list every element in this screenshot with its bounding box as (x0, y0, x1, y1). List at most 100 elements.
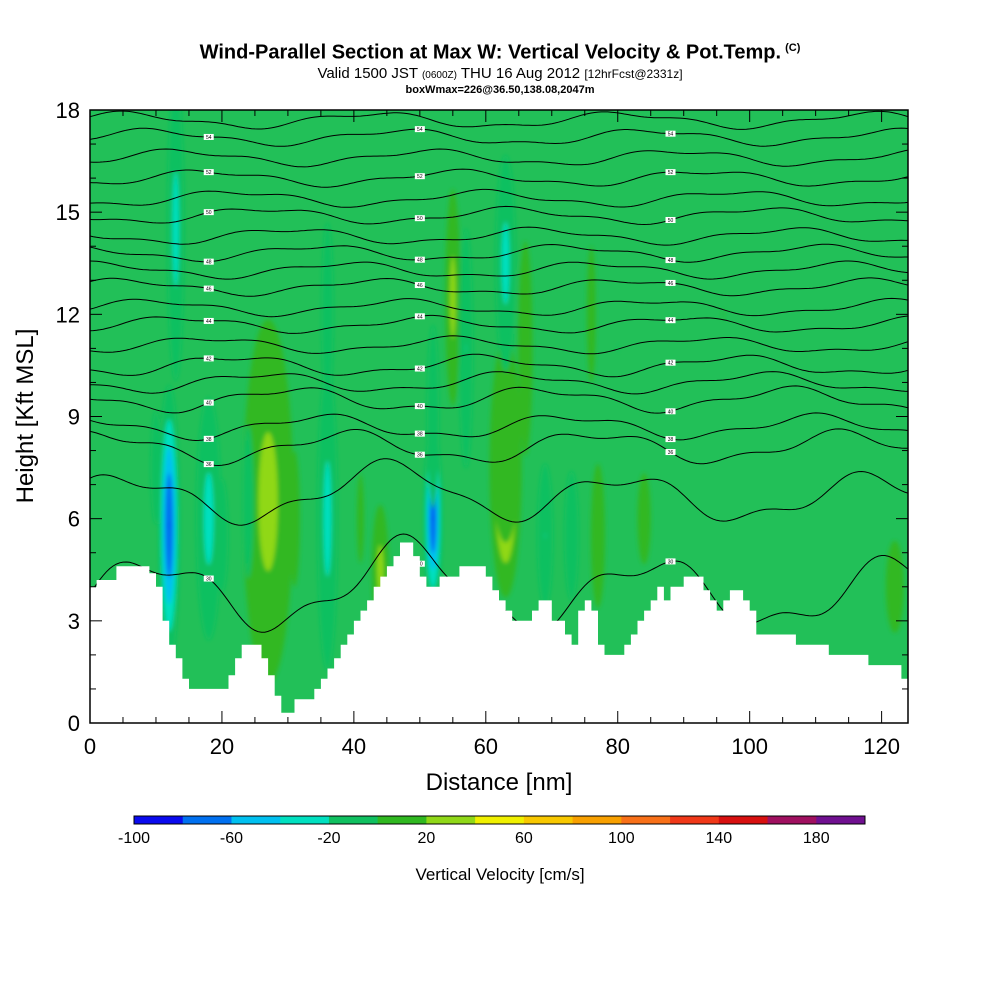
contour-label-bg (414, 282, 425, 289)
theta-contour (90, 205, 908, 226)
velocity-feature (586, 246, 596, 383)
contour-label: 50 (417, 216, 423, 222)
contour-label-bg (414, 365, 425, 372)
contour-label: 46 (668, 281, 674, 287)
colorbar-swatch (280, 816, 330, 824)
colorbar-swatch (816, 816, 866, 824)
contour-label-bg (203, 399, 214, 406)
contour-label-bg (414, 173, 425, 180)
contour-label-bg (665, 359, 676, 366)
contour-label: 40 (668, 409, 674, 415)
contour-label: 36 (206, 462, 212, 468)
contour-label: 30 (417, 562, 423, 568)
velocity-feature (537, 463, 553, 608)
velocity-feature (564, 470, 579, 601)
y-tick-label: 0 (68, 711, 80, 736)
velocity-feature (150, 410, 162, 525)
x-tick-label: 120 (863, 734, 900, 759)
velocity-feature (495, 154, 516, 372)
theta-contour (90, 428, 908, 467)
contour-label-bg (203, 317, 214, 324)
contour-label-bg (414, 430, 425, 437)
colorbar-tick-label: 20 (418, 830, 436, 847)
colorbar-tick-label: -60 (220, 830, 243, 847)
contour-label-bg (414, 313, 425, 320)
theta-contour (90, 148, 908, 168)
theta-contour (90, 314, 908, 334)
theta-contour (90, 110, 908, 130)
colorbar-swatch (718, 816, 769, 824)
theta-contour (90, 226, 908, 246)
velocity-feature (317, 366, 338, 671)
velocity-band (637, 473, 651, 565)
velocity-feature (518, 241, 533, 456)
contour-label: 52 (417, 174, 423, 180)
contour-label: 54 (417, 127, 423, 133)
title-block: Wind-Parallel Section at Max W: Vertical… (0, 36, 1000, 97)
theta-contours: 30 30 30 36 36 36 38 38 38 40 40 40 42 42 42 44 44 44 46 46… (90, 110, 908, 634)
velocity-feature (590, 463, 605, 608)
contour-label: 36 (668, 450, 674, 456)
colorbar-tick-label: 100 (608, 830, 635, 847)
colorbar-swatch (475, 816, 525, 824)
colorbar-swatch (767, 816, 817, 824)
contour-label-bg (203, 133, 214, 140)
contour-label-bg (665, 436, 676, 443)
contour-label-bg (203, 169, 214, 176)
terrain (90, 542, 908, 723)
x-tick-label: 20 (210, 734, 234, 759)
contour-label-bg (665, 317, 676, 324)
y-tick-label: 12 (56, 302, 80, 327)
contour-label: 42 (668, 361, 674, 367)
theta-contour (90, 277, 908, 297)
theta-contour (90, 297, 908, 318)
contour-label-bg (203, 258, 214, 265)
contour-label: 48 (417, 258, 423, 264)
velocity-band (150, 410, 162, 525)
theta-contour (90, 385, 908, 414)
x-tick-label: 100 (731, 734, 768, 759)
velocity-band (617, 343, 619, 354)
contour-label: 46 (417, 283, 423, 289)
velocity-band (323, 460, 332, 577)
contour-label: 38 (668, 437, 674, 443)
colorbar-swatch (377, 816, 427, 824)
contour-label: 44 (668, 318, 674, 324)
contour-label-bg (203, 285, 214, 292)
contour-label: 54 (206, 135, 212, 141)
chart-subtitle: Valid 1500 JST (0600Z) THU 16 Aug 2012 [… (0, 65, 1000, 84)
colorbar-tick-label: 60 (515, 830, 533, 847)
velocity-band (258, 432, 278, 572)
contour-label-bg (203, 435, 214, 442)
velocity-band (321, 222, 334, 407)
contour-label-bg (414, 256, 425, 263)
colorbar-tick-label: 140 (705, 830, 732, 847)
contour-label-bg (203, 575, 214, 582)
contour-label: 30 (668, 559, 674, 565)
velocity-band (590, 463, 605, 608)
velocity-band (168, 521, 170, 529)
velocity-band (203, 472, 214, 565)
velocity-band (544, 532, 546, 539)
contour-label: 46 (206, 287, 212, 293)
contour-label: 42 (417, 367, 423, 373)
y-tick-label: 15 (56, 200, 80, 225)
contour-label: 42 (206, 356, 212, 362)
y-axis-label: Height [Kft MSL] (12, 329, 39, 504)
velocity-feature (885, 540, 904, 633)
y-tick-label: 18 (56, 98, 80, 123)
velocity-feature (196, 397, 222, 641)
velocity-band (215, 478, 229, 593)
contour-label-bg (665, 216, 676, 223)
velocity-feature (490, 358, 521, 543)
velocity-band (242, 424, 254, 579)
contour-label: 44 (417, 314, 423, 320)
contour-label: 54 (668, 132, 674, 138)
velocity-band (172, 171, 179, 288)
theta-contour (90, 371, 908, 395)
x-tick-label: 40 (342, 734, 366, 759)
colorbar-title: Vertical Velocity [cm/s] (415, 865, 584, 884)
contour-label-bg (665, 408, 676, 415)
